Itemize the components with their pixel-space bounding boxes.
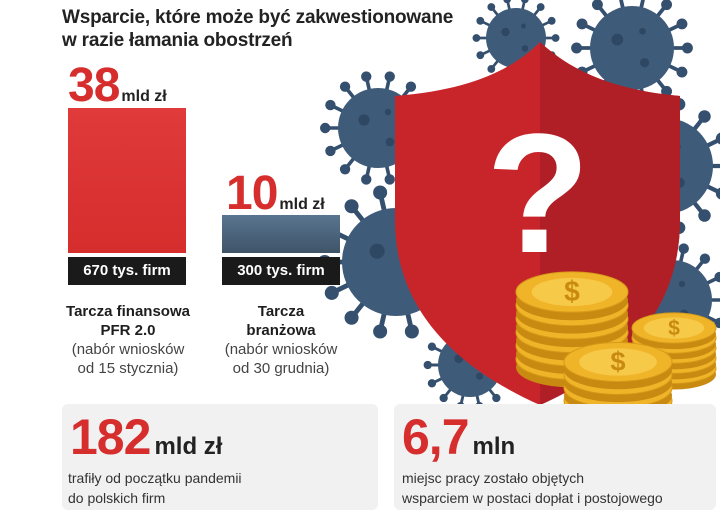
svg-text:$: $ xyxy=(668,317,680,340)
category-name-1a: Tarcza finansowa xyxy=(66,303,190,320)
category-note-2a: (nabór wniosków xyxy=(224,341,338,358)
stat-number-1: 182 xyxy=(70,409,151,465)
bar-value-unit-1: mld zł xyxy=(121,88,167,105)
bar-tarcza-finansowa xyxy=(68,108,186,253)
bar-value-unit-2: mld zł xyxy=(279,196,325,213)
stat-box-jobs: 6,7 mln miejsc pracy zostało objętych wsp… xyxy=(394,404,716,510)
stat-number-2: 6,7 xyxy=(402,409,470,465)
stat-box-support-total: 182 mld zł trafiły od początku pandemii d… xyxy=(62,404,378,510)
bar-firm-label-2: 300 tys. firm xyxy=(222,257,340,285)
category-note-1b: od 15 stycznia) xyxy=(77,360,179,377)
category-name-2b: branżowa xyxy=(246,322,316,339)
category-note-2b: od 30 grudnia) xyxy=(232,360,330,377)
stat-description-2b: wsparciem w postaci dopłat i postojowego xyxy=(402,490,663,506)
category-name-1b: PFR 2.0 xyxy=(100,322,156,339)
stat-description-2: miejsc pracy zostało objętych wsparciem … xyxy=(402,468,663,508)
bar-value-number-1: 38 xyxy=(68,59,120,112)
svg-text:$: $ xyxy=(610,346,625,377)
chart-title: Wsparcie, które może być zakwestionowane… xyxy=(62,6,502,52)
stat-description-1a: trafiły od początku pandemii xyxy=(68,470,242,486)
question-mark-icon: ? xyxy=(486,99,590,289)
chart-title-line-1: Wsparcie, które może być zakwestionowane xyxy=(62,7,454,28)
stat-value-support-total: 182 mld zł xyxy=(70,412,222,462)
stat-unit-2: mln xyxy=(472,433,516,460)
category-label-1: Tarcza finansowa PFR 2.0 (nabór wniosków… xyxy=(50,302,206,378)
bar-value-label-2: 10 mld zł xyxy=(226,170,325,218)
chart-title-line-2: w razie łamania obostrzeń xyxy=(62,30,293,51)
stat-description-1b: do polskich firm xyxy=(68,490,166,506)
stat-value-jobs: 6,7 mln xyxy=(402,412,515,462)
bar-firm-label-1: 670 tys. firm xyxy=(68,257,186,285)
bar-value-number-2: 10 xyxy=(226,167,278,220)
category-note-1a: (nabór wniosków xyxy=(71,341,185,358)
category-label-2: Tarcza branżowa (nabór wniosków od 30 gr… xyxy=(206,302,356,378)
bar-tarcza-branzowa xyxy=(222,214,340,253)
stat-description-1: trafiły od początku pandemii do polskich… xyxy=(68,468,242,508)
category-name-2a: Tarcza xyxy=(257,303,305,320)
stat-description-2a: miejsc pracy zostało objętych xyxy=(402,470,585,486)
bar-value-label-1: 38 mld zł xyxy=(68,62,167,110)
stat-unit-1: mld zł xyxy=(154,433,223,460)
svg-text:$: $ xyxy=(564,275,580,307)
